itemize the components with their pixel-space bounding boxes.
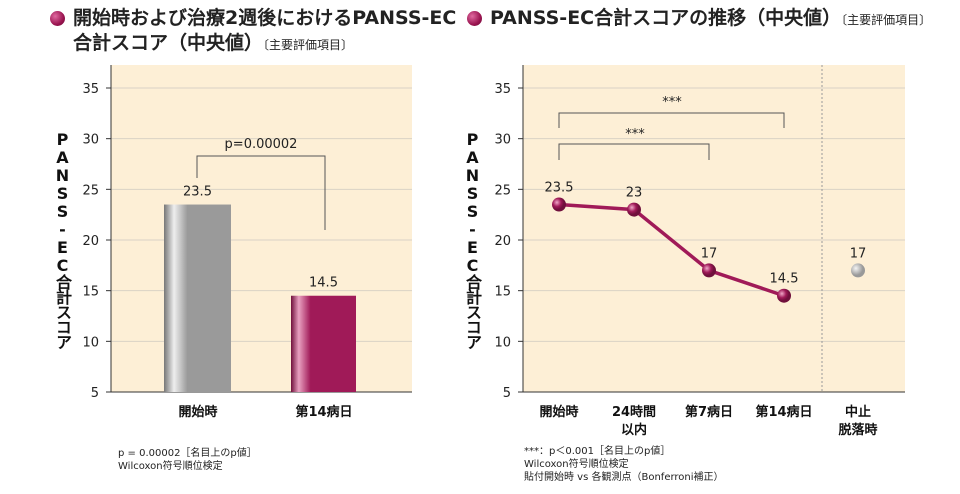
x-label: 開始時 (178, 405, 218, 420)
significance-bracket (558, 112, 785, 128)
right-notes: ***：p＜0.001［名目上のp値］ Wilcoxon符号順位検定 貼付開始時 v… (524, 446, 724, 483)
right-y-axis-label: PANSS-EC合計スコア (463, 130, 482, 349)
p-value-label: p=0.00002 (225, 137, 298, 152)
data-point (552, 197, 566, 212)
left-y-tick-label: 20 (82, 234, 99, 249)
x-label: 中止 脱落時 (838, 405, 878, 438)
dropout-data-label: 17 (850, 246, 867, 261)
x-label: 開始時 (539, 405, 579, 420)
right-y-tick-label: 25 (494, 183, 511, 198)
right-y-tick-label: 10 (494, 335, 511, 350)
data-point (627, 202, 641, 217)
data-label: 14.5 (770, 272, 799, 287)
left-y-axis-label: PANSS-EC合計スコア (53, 130, 72, 349)
significance-label: *** (662, 95, 682, 110)
data-label: 23.5 (545, 181, 574, 196)
data-point (777, 288, 791, 303)
x-label: 第7病日 (684, 405, 734, 420)
data-point (702, 263, 716, 278)
x-label: 24時間 以内 (611, 405, 657, 438)
left-chart-title: 開始時および治療2週後におけるPANSS-EC 合計スコア（中央値）〔主要評価項… (73, 7, 457, 54)
left-y-tick-label: 5 (91, 386, 99, 401)
right-plot-area (523, 65, 905, 392)
right-y-tick-label: 5 (503, 386, 511, 401)
right-chart-title: PANSS-EC合計スコアの推移（中央値）〔主要評価項目〕 (490, 7, 932, 29)
left-y-tick-label: 30 (82, 133, 99, 148)
right-y-tick-label: 30 (494, 133, 511, 148)
bar-value-label: 14.5 (309, 276, 338, 291)
data-label: 17 (701, 246, 718, 261)
significance-bracket (196, 155, 326, 230)
title-bullet-icon (467, 11, 482, 26)
left-notes: p = 0.00002［名目上のp値］ Wilcoxon符号順位検定 (118, 448, 257, 472)
x-label: 第14病日 (295, 405, 353, 420)
bar-value-label: 23.5 (183, 185, 212, 200)
left-plot-area (111, 65, 412, 392)
significance-label: *** (625, 127, 645, 142)
series-line (558, 202, 785, 298)
data-label: 23 (626, 186, 643, 201)
bar (164, 204, 231, 392)
title-bullet-icon (50, 11, 65, 26)
left-y-tick-label: 25 (82, 183, 99, 198)
right-y-tick-label: 20 (494, 234, 511, 249)
right-y-tick-label: 35 (494, 82, 511, 97)
bar (291, 295, 356, 392)
left-y-tick-label: 10 (82, 335, 99, 350)
left-y-tick-label: 15 (82, 285, 99, 300)
right-y-tick-label: 15 (494, 285, 511, 300)
x-label: 第14病日 (755, 405, 813, 420)
dropout-data-point (851, 263, 865, 278)
significance-bracket (558, 143, 710, 160)
left-y-tick-label: 35 (82, 82, 99, 97)
